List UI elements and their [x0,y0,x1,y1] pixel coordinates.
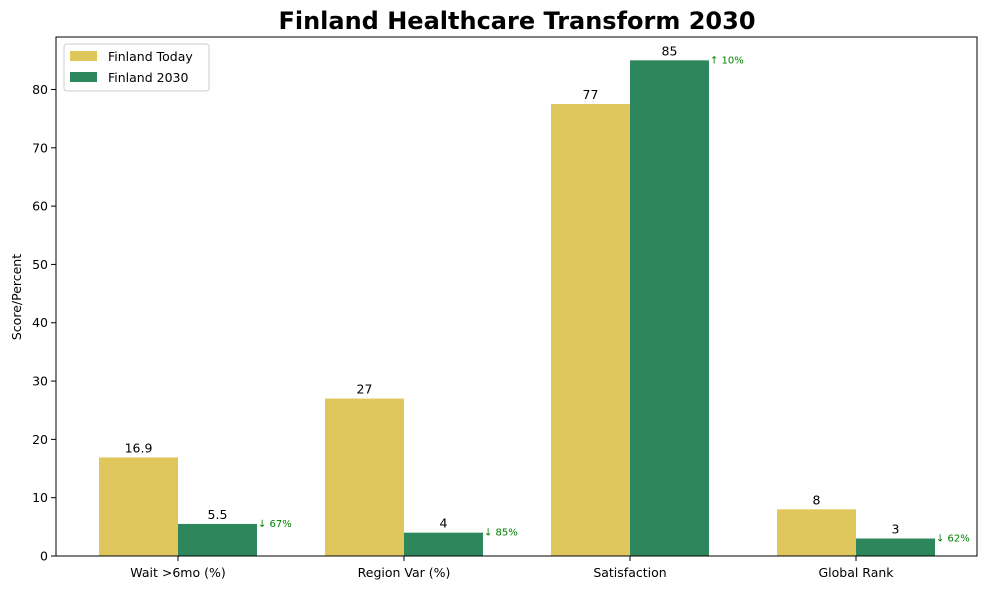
bar-finland-today-satisfaction [551,104,630,556]
y-tick-label-40: 40 [32,315,48,330]
bar-finland-2030-satisfaction [630,60,709,557]
bar-finland-today-region-var [325,398,404,556]
bar-finland-2030-global-rank [856,538,935,556]
value-labels-group: 16.9 5.5 27 4 77 85 8 3 [125,43,900,536]
value-label-finland-today-satisfaction: 77 [583,87,599,102]
value-label-finland-today-region-var: 27 [357,382,373,397]
x-axis: Wait >6mo (%) Region Var (%) Satisfaction G… [130,556,894,580]
y-tick-label-10: 10 [32,490,48,505]
plot-frame [55,36,978,557]
y-tick-label-70: 70 [32,140,48,155]
value-label-finland-today-global-rank: 8 [813,492,821,507]
change-labels-group: ↓ 67% ↓ 85% ↑ 10% ↓ 62% [258,55,970,544]
legend-box [63,43,210,92]
change-label-global-rank: ↓ 62% [936,534,970,545]
bar-finland-2030-region-var [404,532,483,556]
value-label-finland-2030-satisfaction: 85 [662,43,678,58]
change-label-wait-6mo: ↓ 67% [258,519,292,530]
x-tick-label-wait-6mo: Wait >6mo (%) [130,565,225,580]
x-tick-label-satisfaction: Satisfaction [593,565,666,580]
x-tick-label-region-var: Region Var (%) [358,565,451,580]
chart-title: Finland Healthcare Transform 2030 [278,7,755,35]
value-label-finland-today-wait-6mo: 16.9 [125,440,153,455]
legend-swatch-finland-2030 [70,72,97,82]
y-tick-label-20: 20 [32,432,48,447]
y-tick-label-0: 0 [40,549,48,564]
value-label-finland-2030-region-var: 4 [440,516,448,531]
x-tick-label-global-rank: Global Rank [818,565,894,580]
change-label-satisfaction: ↑ 10% [710,55,744,66]
legend-label-finland-today: Finland Today [108,49,193,64]
y-axis: 0 10 20 30 40 50 60 70 80 [32,82,56,564]
y-tick-label-30: 30 [32,374,48,389]
legend-swatch-finland-today [70,51,97,61]
change-label-region-var: ↓ 85% [484,528,518,539]
y-tick-label-80: 80 [32,82,48,97]
legend-label-finland-2030: Finland 2030 [108,70,188,85]
bar-finland-today-global-rank [777,509,856,556]
y-axis-label: Score/Percent [9,254,24,340]
bar-finland-today-wait-6mo [99,457,178,556]
value-label-finland-2030-global-rank: 3 [892,522,900,537]
y-tick-label-60: 60 [32,199,48,214]
bar-finland-2030-wait-6mo [178,523,257,556]
legend: Finland Today Finland 2030 [63,43,210,92]
bars-group [99,60,935,557]
value-label-finland-2030-wait-6mo: 5.5 [208,507,228,522]
y-tick-label-50: 50 [32,257,48,272]
